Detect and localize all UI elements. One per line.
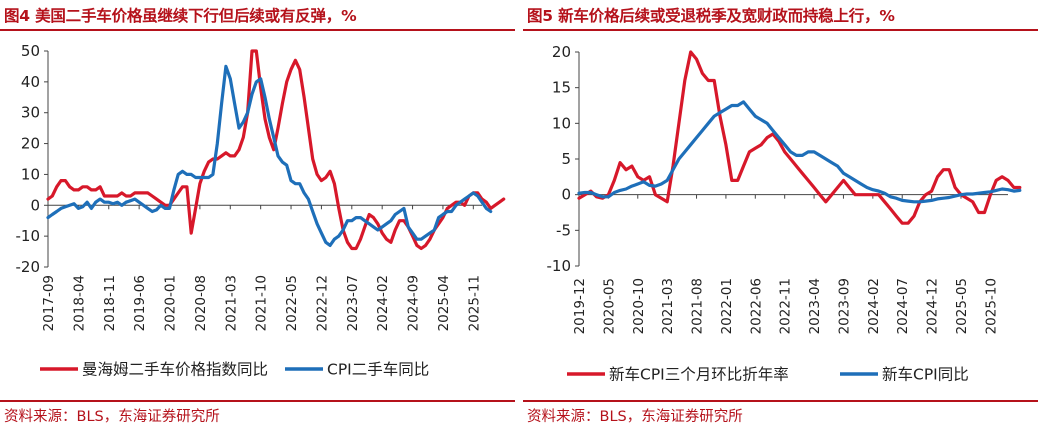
x-tick-label: 2024-09 [406, 275, 422, 331]
x-tick-label: 2025-04 [436, 275, 452, 331]
x-tick-label: 2017-09 [41, 275, 57, 331]
legend-label: CPI二手车同比 [327, 361, 429, 379]
legend-label: 新车CPI同比 [882, 366, 969, 384]
y-tick-label: 20 [21, 135, 40, 153]
x-tick-label: 2019-12 [572, 278, 588, 334]
y-tick-label: 30 [21, 104, 40, 122]
y-tick-label: 5 [561, 150, 571, 168]
y-tick-label: 15 [552, 79, 571, 97]
x-tick-label: 2021-08 [690, 278, 706, 334]
chart-title: 图5 新车价格后续或受退税季及宽财政而持稳上行，% [527, 7, 895, 25]
x-tick-label: 2024-07 [895, 278, 911, 334]
legend-label: 新车CPI三个月环比折年率 [609, 366, 789, 384]
chart-title: 图4 美国二手车价格虽继续下行但后续或有反弹，% [4, 7, 357, 25]
x-tick-label: 2024-02 [866, 278, 882, 334]
y-tick-label: 40 [21, 73, 40, 91]
series-line-blue [577, 100, 1022, 204]
source-note: 资料来源：BLS，东海证券研究所 [527, 409, 743, 425]
x-tick-label: 2022-05 [284, 275, 300, 331]
x-tick-label: 2023-09 [836, 278, 852, 334]
x-tick-label: 2021-03 [223, 275, 239, 331]
y-tick-label: 0 [30, 196, 40, 214]
x-tick-label: 2020-10 [631, 278, 647, 334]
x-tick-label: 2022-06 [748, 278, 764, 334]
x-tick-label: 2019-06 [132, 275, 148, 331]
series-line-blue [46, 64, 493, 247]
x-tick-label: 2018-11 [102, 275, 118, 331]
source-note: 资料来源：BLS，东海证券研究所 [4, 409, 220, 425]
x-tick-label: 2025-05 [954, 278, 970, 334]
y-tick-label: 50 [21, 42, 40, 60]
x-tick-label: 2021-03 [660, 278, 676, 334]
x-tick-label: 2020-01 [163, 275, 179, 331]
source-divider [0, 400, 515, 402]
y-tick-label: -10 [547, 257, 572, 275]
series-line-red [46, 49, 506, 251]
legend-label: 曼海姆二手车价格指数同比 [82, 361, 268, 379]
chart-panel-right: 图5 新车价格后续或受退税季及宽财政而持稳上行，% -10 -5 0 5 10 15 20 2… [523, 0, 1038, 435]
x-tick-label: 2023-07 [345, 275, 361, 331]
x-tick-label: 2021-10 [254, 275, 270, 331]
y-tick-label: 0 [561, 186, 571, 204]
y-tick-label: 20 [552, 43, 571, 61]
x-tick-label: 2024-02 [375, 275, 391, 331]
chart-panel-left: 图4 美国二手车价格虽继续下行但后续或有反弹，% -20 -10 0 10 20 30 40… [0, 0, 515, 435]
y-tick-label: -10 [16, 227, 41, 245]
title-divider [0, 29, 515, 31]
x-tick-label: 2020-05 [601, 278, 617, 334]
x-tick-label: 2023-04 [807, 278, 823, 334]
x-tick-label: 2025-11 [466, 275, 482, 331]
x-tick-label: 2022-12 [314, 275, 330, 331]
source-divider [523, 400, 1038, 402]
x-tick-label: 2025-10 [983, 278, 999, 334]
title-divider [523, 29, 1038, 31]
x-tick-label: 2022-01 [719, 278, 735, 334]
y-tick-label: -20 [16, 258, 41, 276]
y-tick-label: 10 [21, 165, 40, 183]
x-tick-label: 2022-11 [778, 278, 794, 334]
line-chart-new-car-prices: -10 -5 0 5 10 15 20 2019-12 2020-05 2020-10 2021-0… [547, 43, 1022, 384]
x-tick-label: 2018-04 [71, 275, 87, 331]
x-tick-label: 2024-12 [925, 278, 941, 334]
x-tick-label: 2020-08 [193, 275, 209, 331]
y-tick-label: -5 [556, 221, 571, 239]
line-chart-used-car-prices: -20 -10 0 10 20 30 40 50 2017-09 2018-04 2018-11 20… [16, 42, 506, 379]
y-tick-label: 10 [552, 114, 571, 132]
